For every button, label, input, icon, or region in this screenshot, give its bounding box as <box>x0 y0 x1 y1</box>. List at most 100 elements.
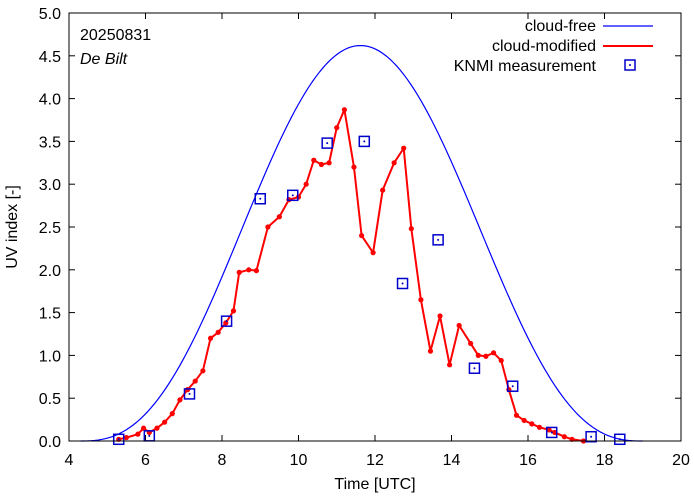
point-knmi-measurement-dot <box>401 282 404 285</box>
point-knmi-measurement-dot <box>550 431 553 434</box>
point-knmi-measurement-dot <box>437 238 440 241</box>
point-knmi-measurement-dot <box>188 392 191 395</box>
x-tick-label: 16 <box>519 452 537 469</box>
point-cloud-modified <box>334 125 340 131</box>
point-cloud-modified <box>253 268 260 274</box>
point-knmi-measurement <box>358 135 371 148</box>
point-cloud-modified <box>123 434 129 441</box>
x-axis-label: Time [UTC] <box>334 476 415 493</box>
point-knmi-measurement-dot <box>259 197 262 200</box>
point-cloud-modified <box>427 348 434 354</box>
point-knmi-measurement <box>254 193 266 205</box>
point-cloud-modified <box>408 226 414 232</box>
point-cloud-modified <box>475 352 481 358</box>
point-knmi-measurement-dot <box>590 435 593 438</box>
point-cloud-modified <box>359 232 365 239</box>
plot-frame <box>68 12 682 442</box>
point-knmi-measurement-dot <box>117 438 120 441</box>
point-knmi-measurement <box>112 433 125 446</box>
legend-label-cloud-modified: cloud-modified <box>492 38 596 55</box>
date-annotation: 20250831 <box>80 27 151 44</box>
point-cloud-modified <box>162 419 168 425</box>
point-cloud-modified <box>303 181 309 187</box>
x-tick-label: 10 <box>290 452 308 469</box>
point-knmi-measurement-dot <box>148 434 151 437</box>
y-tick-label: 0.0 <box>39 434 61 451</box>
point-cloud-modified <box>498 357 504 364</box>
point-knmi-measurement-dot <box>291 194 294 197</box>
y-tick-label: 4.5 <box>39 49 61 66</box>
point-cloud-modified <box>401 145 407 151</box>
point-knmi-measurement <box>614 433 626 446</box>
point-cloud-modified <box>140 425 147 431</box>
point-cloud-modified <box>391 160 397 166</box>
point-cloud-modified <box>236 269 242 275</box>
point-cloud-modified <box>351 164 357 170</box>
y-tick-label: 2.0 <box>39 263 61 280</box>
point-cloud-modified <box>529 421 535 427</box>
point-knmi-measurement-dot <box>473 367 476 370</box>
y-tick-label: 3.0 <box>39 177 61 194</box>
point-cloud-modified <box>513 412 520 418</box>
x-tick-label: 6 <box>141 452 150 469</box>
point-knmi-measurement <box>545 426 558 439</box>
point-cloud-modified <box>561 434 567 440</box>
legend-swatch-knmi-dot <box>629 64 631 66</box>
point-knmi-measurement <box>506 380 519 392</box>
point-cloud-modified <box>490 350 497 356</box>
point-knmi-measurement <box>183 388 196 400</box>
point-cloud-modified <box>169 411 175 417</box>
point-cloud-modified <box>276 214 282 220</box>
point-cloud-modified <box>437 313 443 319</box>
point-cloud-modified <box>207 335 214 341</box>
point-cloud-modified <box>135 431 141 437</box>
legend: cloud-free cloud-modified KNMI measureme… <box>454 18 653 75</box>
point-cloud-modified <box>318 161 325 168</box>
point-cloud-modified <box>154 425 160 431</box>
x-tick-label: 4 <box>65 452 74 469</box>
legend-swatch-knmi-measurement <box>624 59 636 71</box>
point-cloud-modified <box>521 417 527 424</box>
point-cloud-modified <box>370 250 376 256</box>
point-cloud-modified <box>418 297 424 303</box>
point-knmi-measurement <box>468 362 481 374</box>
legend-label-knmi-measurement: KNMI measurement <box>454 58 597 75</box>
point-knmi-measurement-dot <box>618 438 621 441</box>
y-tick-label: 0.5 <box>39 391 61 408</box>
point-knmi-measurement <box>220 315 233 327</box>
point-cloud-modified <box>380 187 386 193</box>
plot-area <box>80 44 643 446</box>
point-cloud-modified <box>192 378 198 384</box>
point-knmi-measurement <box>321 137 333 149</box>
point-cloud-modified <box>468 340 474 347</box>
y-axis-label: UV index [-] <box>4 185 21 269</box>
x-tick-label: 14 <box>443 452 461 469</box>
point-cloud-modified <box>311 157 317 163</box>
x-tick-label: 18 <box>596 452 614 469</box>
point-cloud-modified <box>215 329 221 335</box>
location-annotation: De Bilt <box>80 51 128 68</box>
x-tick-label: 12 <box>366 452 384 469</box>
y-tick-label: 4.0 <box>39 92 61 109</box>
point-knmi-measurement-dot <box>225 320 228 323</box>
point-cloud-modified <box>546 427 552 433</box>
legend-label-cloud-free: cloud-free <box>525 18 596 35</box>
tick-layer: 4 6 8 10 12 14 16 18 20 0.0 0.5 1.0 1.5 2.0 2.5 3.0 3.5 4… <box>39 6 690 469</box>
point-knmi-measurement <box>432 234 444 246</box>
point-knmi-measurement-dot <box>363 140 366 143</box>
point-cloud-modified <box>341 107 347 113</box>
point-cloud-modified <box>230 308 237 314</box>
point-cloud-modified <box>177 397 183 403</box>
series-line-cloud-free <box>80 44 643 442</box>
x-tick-label: 20 <box>672 452 690 469</box>
point-cloud-modified <box>483 353 489 359</box>
y-tick-label: 1.5 <box>39 306 61 323</box>
point-knmi-measurement-dot <box>326 142 329 145</box>
point-cloud-modified <box>456 322 462 329</box>
point-knmi-measurement <box>287 189 299 202</box>
point-cloud-modified <box>446 362 453 368</box>
y-tick-label: 1.0 <box>39 348 61 365</box>
point-knmi-measurement <box>396 277 409 290</box>
point-cloud-modified <box>265 224 271 230</box>
x-tick-label: 8 <box>218 452 227 469</box>
